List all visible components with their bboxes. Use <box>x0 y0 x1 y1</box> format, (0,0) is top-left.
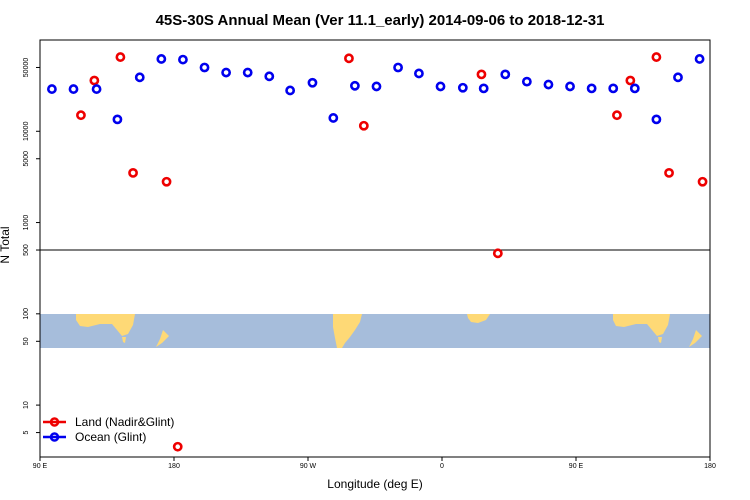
x-tick-label: 90 E <box>33 463 48 470</box>
landmass-0 <box>76 314 135 336</box>
legend-marker-ocean <box>49 432 60 442</box>
landmass-6 <box>658 337 662 343</box>
ocean-point <box>349 80 360 91</box>
land-point <box>115 52 126 62</box>
landmass-3 <box>333 314 362 348</box>
ocean-point <box>586 83 597 94</box>
legend: Land (Nadir&Glint) Ocean (Glint) <box>43 415 174 444</box>
legend-label-ocean: Ocean (Glint) <box>75 430 146 444</box>
ocean-point <box>457 82 468 93</box>
land-point <box>172 441 183 452</box>
ocean-point <box>629 83 640 94</box>
ocean-point <box>285 85 296 96</box>
land-point <box>664 167 674 178</box>
ocean-point <box>435 81 446 92</box>
ocean-point <box>328 113 339 123</box>
land-point <box>492 248 503 259</box>
land-point <box>344 53 354 64</box>
land-point <box>651 52 662 62</box>
ocean-point <box>156 54 167 64</box>
landmass-1 <box>122 337 126 343</box>
series-ocean <box>47 54 705 125</box>
y-axis-label: N Total <box>0 226 12 263</box>
ocean-point <box>68 84 79 94</box>
map-ocean <box>40 314 710 348</box>
ocean-point <box>307 77 318 88</box>
land-point <box>476 69 487 80</box>
ocean-point <box>393 62 403 73</box>
x-tick-label: 90 W <box>300 463 317 470</box>
y-axis: 5 10 50 100 500 1000 5000 10000 50000 <box>23 58 40 435</box>
ocean-point <box>221 67 232 78</box>
landmass-4 <box>467 314 490 323</box>
x-tick-label: 180 <box>704 463 716 470</box>
land-point <box>625 75 636 86</box>
y-tick-label: 5000 <box>23 151 30 167</box>
land-point <box>161 176 172 187</box>
legend-marker-land <box>49 417 60 427</box>
ocean-point <box>178 54 188 65</box>
ocean-point <box>543 79 554 90</box>
ocean-point <box>134 72 145 83</box>
ocean-point <box>414 68 424 79</box>
x-tick-label: 180 <box>168 463 180 470</box>
land-point <box>89 75 100 86</box>
ocean-point <box>608 83 619 94</box>
y-tick-label: 1000 <box>23 215 30 231</box>
y-tick-label: 100 <box>23 308 30 320</box>
landmass-7 <box>689 330 702 347</box>
ocean-point <box>91 84 102 94</box>
ocean-point <box>47 84 57 94</box>
ocean-point <box>565 81 575 92</box>
ocean-point <box>371 81 382 92</box>
y-tick-label: 10 <box>23 401 30 409</box>
legend-label-land: Land (Nadir&Glint) <box>75 415 174 429</box>
ocean-point <box>500 69 511 80</box>
y-tick-label: 500 <box>23 244 30 256</box>
ocean-point <box>694 54 705 64</box>
x-axis: 90 E 180 90 W 0 90 E 180 <box>33 457 716 470</box>
ocean-point <box>264 71 275 82</box>
ocean-point <box>673 72 683 83</box>
x-tick-label: 0 <box>440 463 444 470</box>
background-map <box>40 314 710 348</box>
ocean-point <box>521 76 532 87</box>
ocean-point <box>199 62 210 73</box>
data-points <box>47 52 708 452</box>
x-axis-label: Longitude (deg E) <box>327 477 422 491</box>
ocean-point <box>242 67 253 78</box>
y-tick-label: 50 <box>23 337 30 345</box>
x-tick-label: 90 E <box>569 463 584 470</box>
land-point <box>358 120 369 131</box>
y-tick-label: 10000 <box>23 121 30 141</box>
ocean-point <box>651 114 662 125</box>
chart-title: 45S-30S Annual Mean (Ver 11.1_early) 201… <box>156 12 605 29</box>
ocean-point <box>112 114 123 125</box>
plot-frame <box>39 39 711 458</box>
landmass-5 <box>613 314 670 336</box>
y-tick-label: 5 <box>23 431 30 435</box>
series-land <box>76 52 708 452</box>
land-point <box>697 176 708 187</box>
land-point <box>612 110 622 121</box>
land-point <box>76 110 86 121</box>
ocean-point <box>478 83 489 94</box>
map-landmasses <box>76 314 702 348</box>
y-tick-label: 50000 <box>23 58 30 78</box>
landmass-2 <box>156 330 169 347</box>
land-point <box>128 167 138 178</box>
